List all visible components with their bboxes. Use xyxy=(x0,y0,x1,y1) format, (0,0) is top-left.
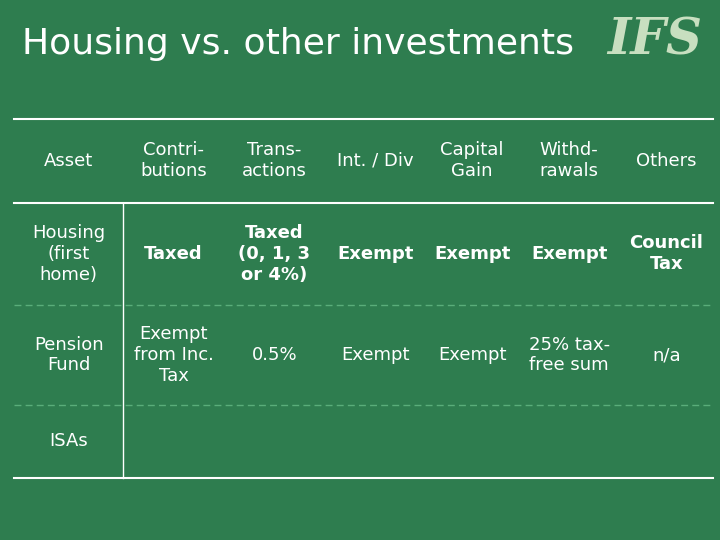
Text: Others: Others xyxy=(636,152,696,170)
Text: Exempt: Exempt xyxy=(434,245,510,263)
Text: Int. / Div: Int. / Div xyxy=(337,152,413,170)
Text: Pension
Fund: Pension Fund xyxy=(34,336,104,374)
Text: Council
Tax: Council Tax xyxy=(629,234,703,273)
Text: Exempt: Exempt xyxy=(531,245,608,263)
Text: Capital
Gain: Capital Gain xyxy=(441,141,504,180)
Text: Asset: Asset xyxy=(44,152,94,170)
Text: Contri-
butions: Contri- butions xyxy=(140,141,207,180)
Text: Exempt: Exempt xyxy=(438,346,506,364)
Text: Taxed
(0, 1, 3
or 4%): Taxed (0, 1, 3 or 4%) xyxy=(238,224,310,284)
Text: Withd-
rawals: Withd- rawals xyxy=(540,141,599,180)
Text: Taxed: Taxed xyxy=(144,245,203,263)
Text: IFS: IFS xyxy=(607,16,702,65)
Text: Exempt: Exempt xyxy=(341,346,410,364)
Text: Exempt
from Inc.
Tax: Exempt from Inc. Tax xyxy=(133,325,213,385)
Text: Exempt: Exempt xyxy=(337,245,413,263)
Text: 0.5%: 0.5% xyxy=(251,346,297,364)
Text: Trans-
actions: Trans- actions xyxy=(242,141,307,180)
Text: n/a: n/a xyxy=(652,346,680,364)
Text: ISAs: ISAs xyxy=(50,433,88,450)
Text: Housing vs. other investments: Housing vs. other investments xyxy=(22,27,574,61)
Text: 25% tax-
free sum: 25% tax- free sum xyxy=(528,336,610,374)
Text: Housing
(first
home): Housing (first home) xyxy=(32,224,105,284)
